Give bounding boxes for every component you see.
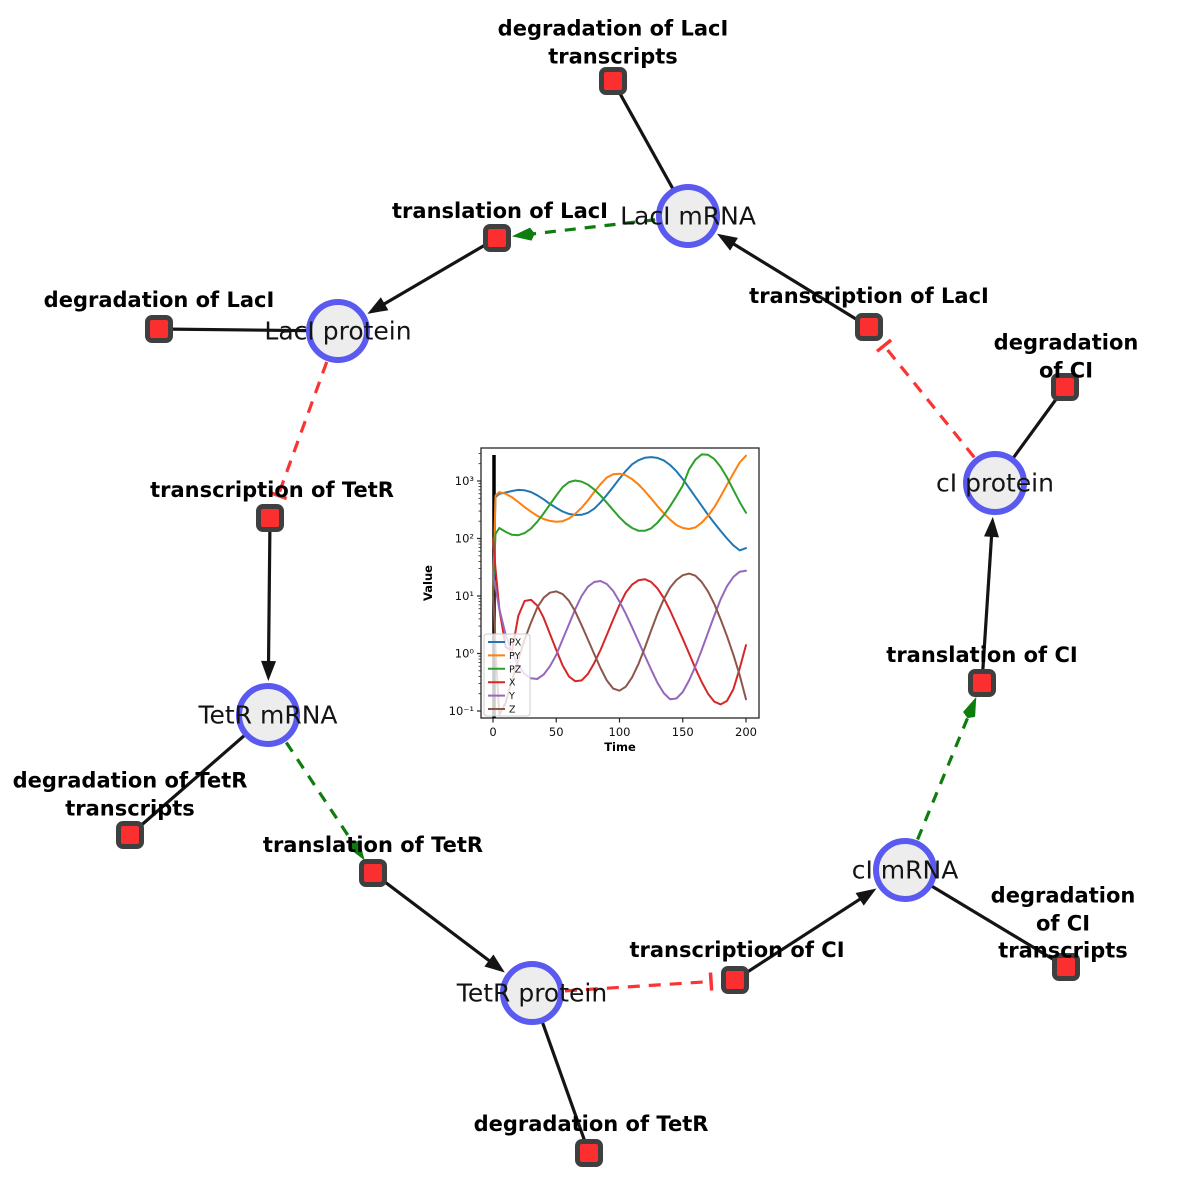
chart-x-axis-label: Time <box>604 740 636 754</box>
reaction-label-transcription-of-ci: transcription of CI <box>629 938 845 963</box>
species-node-tetr-mrna[interactable] <box>236 683 300 747</box>
series-line-PY <box>492 454 747 597</box>
reaction-node-degradation-of-tetr[interactable] <box>575 1139 603 1167</box>
y-tick-label: 10² <box>455 532 474 546</box>
reaction-node-degradation-of-tetr-transcripts[interactable] <box>116 821 144 849</box>
species-node-ci-mrna[interactable] <box>873 838 937 902</box>
species-node-laci-protein[interactable] <box>306 299 370 363</box>
legend-label-PY: PY <box>509 651 521 662</box>
reaction-label-degradation-of-tetr-transcripts: degradation of TetR transcripts <box>12 768 248 820</box>
x-tick-label: 0 <box>489 725 496 739</box>
edge-production-txn_LacI-LacI_mRNA <box>716 233 870 329</box>
reaction-label-translation-of-laci: translation of LacI <box>392 199 608 224</box>
edge-inhibition-TetR_protein-txn_cI <box>564 972 714 993</box>
x-tick-label: 100 <box>609 725 631 739</box>
legend-label-Z: Z <box>509 705 516 716</box>
series-line-PZ <box>492 453 747 597</box>
series-line-PX <box>492 456 747 597</box>
reaction-node-degradation-of-laci-transcripts[interactable] <box>599 67 627 95</box>
species-node-laci-mrna[interactable] <box>656 184 720 248</box>
species-label-laci-protein: LacI protein <box>264 316 412 346</box>
reaction-node-degradation-of-ci[interactable] <box>1051 373 1079 401</box>
x-tick-label: 200 <box>735 725 757 739</box>
edge-production-txn_TetR-TetR_mRNA <box>261 517 277 682</box>
reaction-label-degradation-of-tetr: degradation of TetR <box>473 1112 709 1137</box>
y-tick-label: 10⁰ <box>455 647 475 661</box>
chart-legend: PX PY PZ XYZ <box>483 633 531 717</box>
time-course-inset-chart: 10⁻¹ 10⁰ 10¹ 10² 10³ 0 50 100 150 200 Time Value PX P… <box>420 428 780 773</box>
species-label-laci-mrna: LacI mRNA <box>620 201 756 231</box>
reaction-node-degradation-of-ci-transcripts[interactable] <box>1052 953 1080 981</box>
edge-production-txn_cI-cI_mRNA <box>734 888 877 982</box>
reaction-label-translation-of-tetr: translation of TetR <box>262 833 484 858</box>
species-label-ci-mrna: cI mRNA <box>851 855 959 885</box>
y-tick-label: 10¹ <box>455 589 474 603</box>
reaction-node-translation-of-laci[interactable] <box>483 224 511 252</box>
series-line-X <box>492 537 747 706</box>
species-node-ci-protein[interactable] <box>963 451 1027 515</box>
edge-production-transl_TetR-TetR_protein <box>372 871 505 973</box>
reaction-node-translation-of-ci[interactable] <box>968 669 996 697</box>
reaction-label-degradation-of-ci: degradation of CI <box>993 330 1139 382</box>
edge-catalysis-cI_mRNA-transl_cI <box>916 696 977 841</box>
series-line-Z <box>492 572 747 717</box>
reaction-node-transcription-of-laci[interactable] <box>855 313 883 341</box>
legend-label-PZ: PZ <box>509 664 522 675</box>
reaction-label-transcription-of-tetr: transcription of TetR <box>150 478 394 503</box>
reaction-node-transcription-of-tetr[interactable] <box>256 504 284 532</box>
edge-inhibition-cI_protein-txn_LacI <box>875 338 976 459</box>
species-label-ci-protein: cI protein <box>936 468 1054 498</box>
y-tick-label: 10⁻¹ <box>449 704 474 718</box>
x-tick-label: 50 <box>549 725 564 739</box>
edge-catalysis-TetR_mRNA-transl_TetR <box>284 741 365 861</box>
y-tick-label: 10³ <box>455 474 475 488</box>
species-node-tetr-protein[interactable] <box>500 961 564 1025</box>
edge-production-transl_cI-cI_protein <box>980 516 999 684</box>
reaction-node-translation-of-tetr[interactable] <box>359 859 387 887</box>
legend-label-PX: PX <box>509 638 522 649</box>
legend-label-Y: Y <box>508 691 515 702</box>
edge-catalysis-LacI_mRNA-transl_LacI <box>511 218 656 241</box>
reaction-node-degradation-of-laci[interactable] <box>145 315 173 343</box>
reaction-label-transcription-of-laci: transcription of LacI <box>749 284 989 309</box>
species-label-tetr-mrna: TetR mRNA <box>198 700 338 730</box>
reaction-label-degradation-of-laci-transcripts: degradation of LacI transcripts <box>497 16 729 68</box>
reaction-label-degradation-of-ci-transcripts: degradation of CI transcripts <box>990 883 1136 963</box>
edge-inhibition-LacI_protein-txn_TetR <box>269 361 329 501</box>
reaction-label-translation-of-ci: translation of CI <box>886 643 1078 668</box>
species-label-tetr-protein: TetR protein <box>456 978 608 1008</box>
chart-y-axis-label: Value <box>421 565 435 601</box>
reaction-node-transcription-of-ci[interactable] <box>721 966 749 994</box>
reaction-label-degradation-of-laci: degradation of LacI <box>43 288 275 313</box>
edge-production-transl_LacI-LacI_protein <box>367 236 498 314</box>
x-tick-label: 150 <box>672 725 694 739</box>
legend-label-X: X <box>509 678 516 689</box>
